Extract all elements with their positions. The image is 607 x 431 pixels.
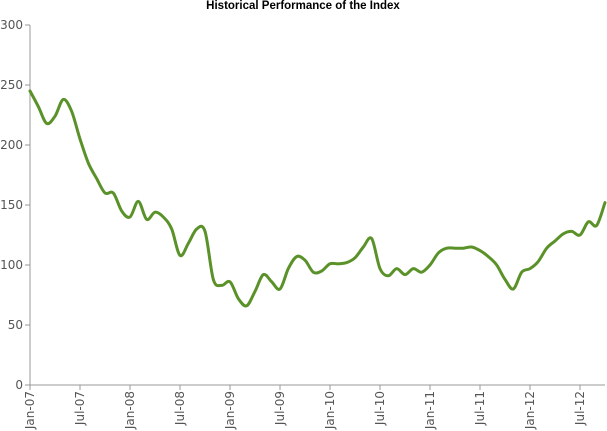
- x-tick-label: Jul-07: [73, 391, 87, 426]
- x-tick-label: Jul-08: [173, 391, 187, 426]
- y-tick-label: 50: [8, 318, 23, 332]
- x-tick-label: Jul-12: [573, 391, 587, 426]
- y-tick-label: 300: [0, 18, 23, 32]
- y-tick-label: 250: [0, 78, 23, 92]
- x-tick-label: Jan-11: [423, 391, 437, 430]
- x-tick-label: Jul-10: [373, 391, 387, 426]
- series-line: [28, 89, 607, 308]
- y-tick-label: 0: [15, 378, 23, 392]
- y-tick-label: 200: [0, 138, 23, 152]
- x-tick-label: Jan-09: [223, 391, 237, 430]
- y-axis: 0 50 100 150 200 250 300: [0, 18, 31, 392]
- x-tick-label: Jan-12: [523, 391, 537, 430]
- x-tick-label: Jan-08: [123, 391, 137, 430]
- y-tick-label: 100: [0, 258, 23, 272]
- x-tick-label: Jul-11: [473, 391, 487, 426]
- x-tick-label: Jul-09: [273, 391, 287, 426]
- x-tick-label: Jan-07: [23, 391, 37, 430]
- x-axis: Jan-07 Jul-07 Jan-08 Jul-08 Jan-09 Jul-09 Jan-…: [23, 384, 605, 430]
- series-group: [28, 89, 607, 308]
- x-tick-label: Jan-10: [323, 391, 337, 430]
- chart-title: Historical Performance of the Index: [206, 0, 400, 12]
- y-tick-label: 150: [0, 198, 23, 212]
